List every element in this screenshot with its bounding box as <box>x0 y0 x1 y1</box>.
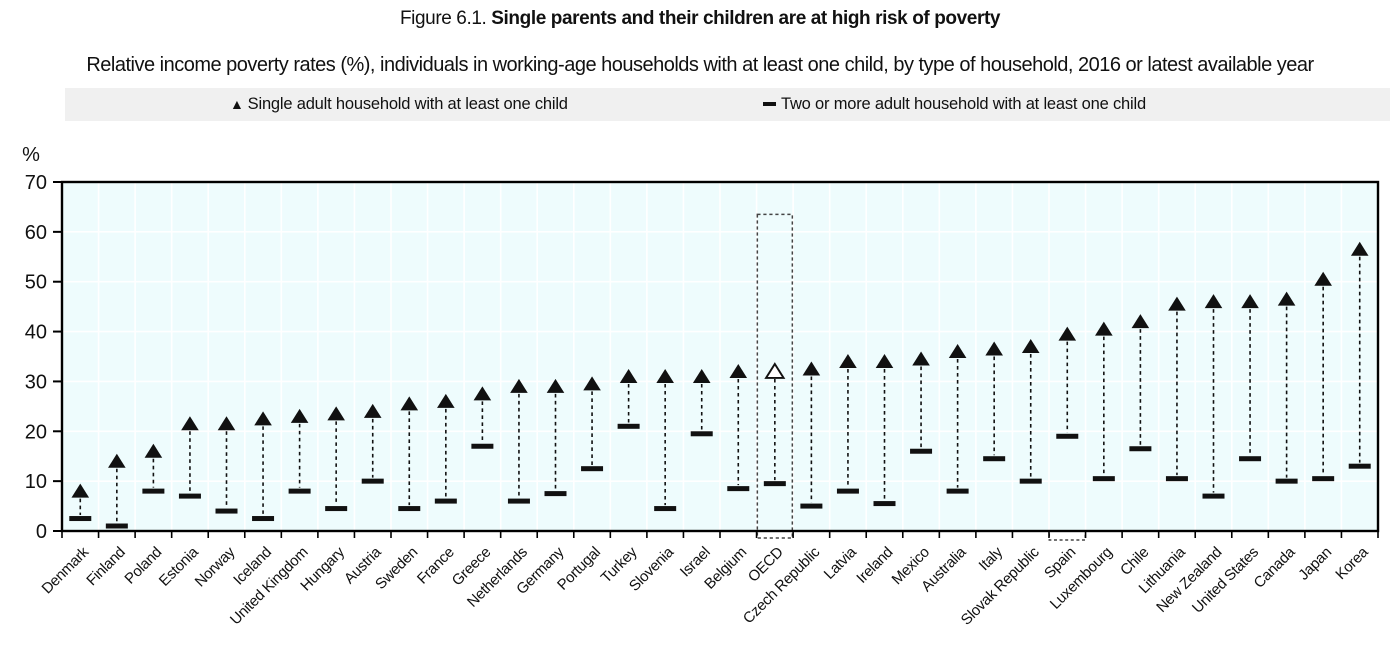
legend-item-two-or-more: Two or more adult household with at leas… <box>763 88 1146 121</box>
svg-text:Italy: Italy <box>976 543 1007 574</box>
svg-text:Japan: Japan <box>1295 544 1335 584</box>
figure-title-text: Single parents and their children are at… <box>491 8 1001 29</box>
svg-text:40: 40 <box>25 322 47 344</box>
svg-text:Finland: Finland <box>83 544 128 589</box>
legend: ▲ Single adult household with at least on… <box>65 88 1390 121</box>
svg-text:Norway: Norway <box>192 543 239 590</box>
svg-text:30: 30 <box>25 371 47 393</box>
svg-text:Korea: Korea <box>1332 543 1372 583</box>
legend-item-single-adult: ▲ Single adult household with at least on… <box>230 88 568 121</box>
dash-icon <box>763 102 776 106</box>
figure-title: Figure 6.1. Single parents and their chi… <box>0 8 1400 30</box>
figure-subtitle: Relative income poverty rates (%), indiv… <box>86 54 1314 76</box>
svg-text:0: 0 <box>36 521 47 543</box>
svg-text:50: 50 <box>25 272 47 294</box>
svg-text:70: 70 <box>25 172 47 194</box>
svg-text:10: 10 <box>25 471 47 493</box>
svg-text:%: % <box>22 144 40 166</box>
svg-text:Denmark: Denmark <box>39 543 93 597</box>
svg-text:Ireland: Ireland <box>853 544 896 587</box>
svg-text:20: 20 <box>25 421 47 443</box>
legend-label-two-or-more: Two or more adult household with at leas… <box>781 95 1146 113</box>
triangle-icon: ▲ <box>230 96 244 112</box>
legend-label-single-adult: Single adult household with at least one… <box>247 95 568 113</box>
figure-number: Figure 6.1. <box>399 8 492 29</box>
svg-text:Canada: Canada <box>1251 543 1300 592</box>
svg-text:60: 60 <box>25 222 47 244</box>
